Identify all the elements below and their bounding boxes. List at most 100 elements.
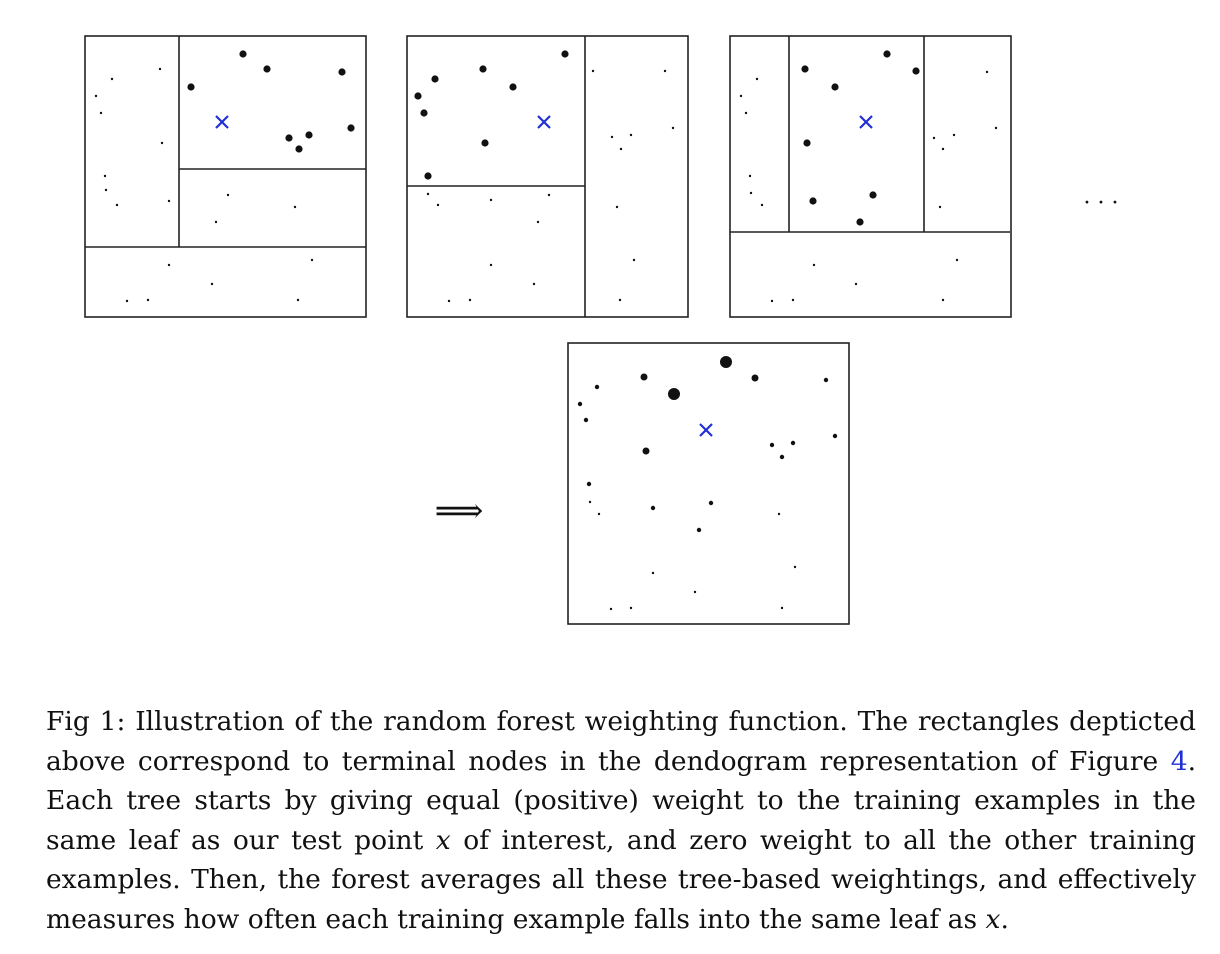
- tree-1-panel: [84, 35, 367, 318]
- variable-x: x: [435, 824, 451, 856]
- zero-weight-training-point: [436, 203, 440, 207]
- training-point: [823, 377, 829, 383]
- zero-weight-training-point: [755, 77, 759, 81]
- weighted-training-point: [869, 191, 877, 199]
- weighted-training-point: [431, 75, 439, 83]
- zero-weight-training-point: [547, 193, 551, 197]
- training-point: [650, 505, 656, 511]
- weighted-training-point: [424, 172, 432, 180]
- training-point: [609, 607, 613, 611]
- weighted-training-point: [338, 68, 346, 76]
- weighted-training-point: [883, 50, 891, 58]
- zero-weight-training-point: [952, 133, 956, 137]
- training-point: [594, 384, 600, 390]
- zero-weight-training-point: [938, 205, 942, 209]
- weighted-training-point: [347, 124, 355, 132]
- zero-weight-training-point: [618, 298, 622, 302]
- zero-weight-training-point: [739, 94, 743, 98]
- weighted-training-point: [912, 67, 920, 75]
- zero-weight-training-point: [941, 298, 945, 302]
- zero-weight-training-point: [854, 282, 858, 286]
- forest-panel: [567, 342, 850, 625]
- weighted-training-point: [831, 83, 839, 91]
- training-point: [832, 433, 838, 439]
- training-point: [780, 606, 784, 610]
- tree-1-frame: [84, 35, 367, 318]
- weighted-training-point: [561, 50, 569, 58]
- figure-reference-link[interactable]: 4: [1170, 745, 1188, 777]
- training-point: [642, 447, 650, 455]
- zero-weight-training-point: [447, 299, 451, 303]
- tree-3-panel: [729, 35, 1012, 318]
- weighted-training-point: [479, 65, 487, 73]
- weighted-training-point: [285, 134, 293, 142]
- zero-weight-training-point: [770, 299, 774, 303]
- weighted-training-point: [803, 139, 811, 147]
- weighted-training-point: [295, 145, 303, 153]
- figure-caption: Fig 1: Illustration of the random forest…: [46, 702, 1196, 939]
- weighted-training-point: [187, 83, 195, 91]
- cross-stroke: [699, 423, 713, 437]
- cross-stroke: [215, 115, 229, 129]
- training-point: [793, 565, 797, 569]
- zero-weight-training-point: [744, 111, 748, 115]
- caption-text-5: .: [1000, 903, 1009, 935]
- training-point: [640, 373, 648, 381]
- zero-weight-training-point: [489, 263, 493, 267]
- weighted-training-point: [481, 139, 489, 147]
- forest-frame: [567, 342, 850, 625]
- zero-weight-training-point: [932, 136, 936, 140]
- caption-text-1: Fig 1: Illustration of the random forest…: [46, 706, 1164, 737]
- test-point-cross: [215, 115, 229, 129]
- zero-weight-training-point: [489, 198, 493, 202]
- weighted-training-point: [809, 197, 817, 205]
- caption-text-3: . Each tree starts by giving equal (posi…: [46, 745, 1196, 856]
- zero-weight-training-point: [115, 203, 119, 207]
- training-point: [769, 442, 775, 448]
- zero-weight-training-point: [125, 299, 129, 303]
- zero-weight-training-point: [293, 205, 297, 209]
- weighted-training-point: [801, 65, 809, 73]
- zero-weight-training-point: [615, 205, 619, 209]
- zero-weight-training-point: [296, 298, 300, 302]
- training-point: [751, 374, 759, 382]
- training-point: [651, 571, 655, 575]
- zero-weight-training-point: [532, 282, 536, 286]
- training-point: [779, 454, 785, 460]
- zero-weight-training-point: [610, 135, 614, 139]
- zero-weight-training-point: [791, 298, 795, 302]
- tree-2-frame: [406, 35, 689, 318]
- zero-weight-training-point: [985, 70, 989, 74]
- zero-weight-training-point: [536, 220, 540, 224]
- weighted-training-point: [509, 83, 517, 91]
- test-point-cross: [859, 115, 873, 129]
- zero-weight-training-point: [629, 133, 633, 137]
- training-point: [597, 512, 601, 516]
- zero-weight-training-point: [671, 126, 675, 130]
- weighted-training-point: [239, 50, 247, 58]
- training-point: [583, 417, 589, 423]
- variable-x: x: [985, 903, 1001, 935]
- tree-2-panel: [406, 35, 689, 318]
- zero-weight-training-point: [158, 67, 162, 71]
- zero-weight-training-point: [955, 258, 959, 262]
- zero-weight-training-point: [226, 193, 230, 197]
- training-point: [708, 500, 714, 506]
- zero-weight-training-point: [749, 191, 753, 195]
- zero-weight-training-point: [760, 203, 764, 207]
- zero-weight-training-point: [210, 282, 214, 286]
- zero-weight-training-point: [94, 94, 98, 98]
- zero-weight-training-point: [310, 258, 314, 262]
- zero-weight-training-point: [167, 199, 171, 203]
- weighted-training-point: [305, 131, 313, 139]
- zero-weight-training-point: [748, 174, 752, 178]
- weighted-training-point: [263, 65, 271, 73]
- training-point: [588, 500, 592, 504]
- random-forest-figure: · · · ⟹: [84, 35, 1118, 625]
- tree-3-frame: [729, 35, 1012, 318]
- zero-weight-training-point: [591, 69, 595, 73]
- training-point: [668, 388, 680, 400]
- zero-weight-training-point: [619, 147, 623, 151]
- weighted-training-point: [414, 92, 422, 100]
- zero-weight-training-point: [632, 258, 636, 262]
